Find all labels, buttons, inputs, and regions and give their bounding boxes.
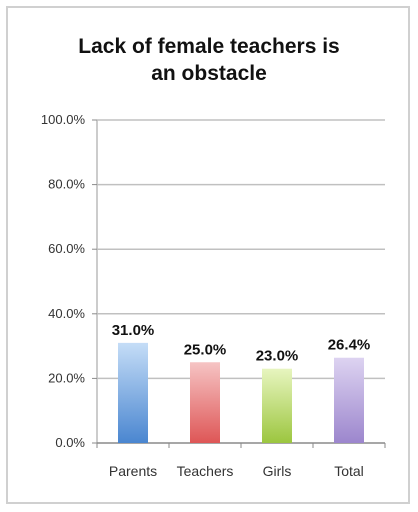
bars [118,342,364,443]
x-category-label: Girls [263,463,292,479]
chart-title-line-2: an obstacle [151,62,267,85]
y-tick-label: 60.0% [48,241,85,256]
bar-teachers [190,362,220,443]
x-category-label: Teachers [177,463,234,479]
bar-total [334,357,364,443]
data-label: 31.0% [112,322,155,339]
y-tick-label: 40.0% [48,306,85,321]
y-tick-label: 80.0% [48,177,85,192]
data-label: 23.0% [256,348,299,365]
chart-title-line-1: Lack of female teachers is [78,35,340,58]
bar-girls [262,368,292,443]
x-category-label: Total [334,463,364,479]
gridlines [92,119,386,448]
y-tick-label: 100.0% [41,112,86,127]
data-label: 25.0% [184,341,227,358]
labels: 0.0% 20.0% 40.0% 60.0% 80.0% 100.0% 31.0% Paren… [41,112,370,479]
y-tick-label: 0.0% [55,435,85,450]
x-category-label: Parents [109,463,157,479]
y-tick-label: 20.0% [48,370,85,385]
data-label: 26.4% [328,337,371,354]
bar-parents [118,342,148,443]
